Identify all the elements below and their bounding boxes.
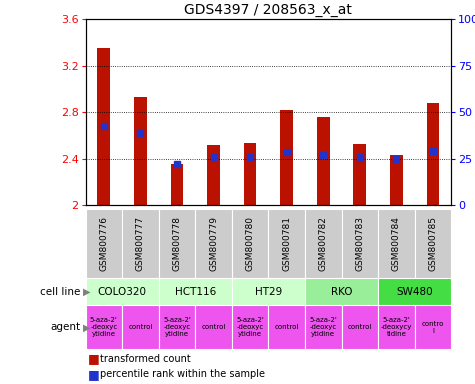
Text: 5-aza-2'
-deoxycy
tidine: 5-aza-2' -deoxycy tidine xyxy=(380,317,412,338)
Bar xyxy=(378,278,451,305)
Bar xyxy=(415,209,451,278)
Point xyxy=(137,130,144,136)
Bar xyxy=(268,209,305,278)
Text: cell line: cell line xyxy=(40,287,81,297)
Bar xyxy=(342,305,378,349)
Bar xyxy=(390,156,403,205)
Text: ■: ■ xyxy=(88,353,100,366)
Point xyxy=(429,148,437,154)
Point xyxy=(319,152,327,159)
Bar xyxy=(232,305,268,349)
Bar xyxy=(195,209,232,278)
Bar xyxy=(134,97,147,205)
Bar xyxy=(195,305,232,349)
Text: percentile rank within the sample: percentile rank within the sample xyxy=(100,369,265,379)
Bar xyxy=(171,164,183,205)
Text: GSM800783: GSM800783 xyxy=(355,216,364,271)
Point xyxy=(393,156,400,162)
Text: 5-aza-2'
-deoxyc
ytidine: 5-aza-2' -deoxyc ytidine xyxy=(90,317,118,338)
Point xyxy=(246,154,254,160)
Text: GSM800776: GSM800776 xyxy=(99,216,108,271)
Bar xyxy=(427,103,439,205)
Bar xyxy=(86,305,122,349)
Text: HT29: HT29 xyxy=(255,287,282,297)
Text: 5-aza-2'
-deoxyc
ytidine: 5-aza-2' -deoxyc ytidine xyxy=(236,317,264,338)
Bar xyxy=(97,48,110,205)
Text: ▶: ▶ xyxy=(83,287,91,297)
Text: SW480: SW480 xyxy=(396,287,433,297)
Text: ■: ■ xyxy=(88,368,100,381)
Text: HCT116: HCT116 xyxy=(175,287,216,297)
Bar xyxy=(415,305,451,349)
Text: GSM800778: GSM800778 xyxy=(172,216,181,271)
Bar xyxy=(305,209,342,278)
Bar xyxy=(122,305,159,349)
Bar xyxy=(305,305,342,349)
Point xyxy=(356,154,364,160)
Bar xyxy=(159,209,195,278)
Bar xyxy=(159,305,195,349)
Text: 5-aza-2'
-deoxyc
ytidine: 5-aza-2' -deoxyc ytidine xyxy=(309,317,337,338)
Bar xyxy=(232,209,268,278)
Text: control: control xyxy=(201,324,226,330)
Bar xyxy=(317,117,330,205)
Bar xyxy=(244,142,256,205)
Text: GSM800781: GSM800781 xyxy=(282,216,291,271)
Bar xyxy=(86,278,159,305)
Text: control: control xyxy=(128,324,152,330)
Bar xyxy=(378,305,415,349)
Text: GSM800777: GSM800777 xyxy=(136,216,145,271)
Point xyxy=(209,154,217,160)
Bar xyxy=(353,144,366,205)
Bar xyxy=(159,278,232,305)
Bar xyxy=(122,209,159,278)
Text: COLO320: COLO320 xyxy=(97,287,147,297)
Text: ▶: ▶ xyxy=(83,322,91,333)
Text: 5-aza-2'
-deoxyc
ytidine: 5-aza-2' -deoxyc ytidine xyxy=(163,317,191,338)
Text: transformed count: transformed count xyxy=(100,354,190,364)
Bar xyxy=(86,209,122,278)
Text: GSM800785: GSM800785 xyxy=(428,216,437,271)
Bar xyxy=(342,209,378,278)
Text: GSM800784: GSM800784 xyxy=(392,217,401,271)
Point xyxy=(283,149,291,155)
Bar xyxy=(207,145,220,205)
Bar xyxy=(280,110,293,205)
Bar xyxy=(268,305,305,349)
Text: GSM800782: GSM800782 xyxy=(319,217,328,271)
Point xyxy=(173,161,180,167)
Title: GDS4397 / 208563_x_at: GDS4397 / 208563_x_at xyxy=(184,3,352,17)
Bar xyxy=(305,278,378,305)
Text: agent: agent xyxy=(51,322,81,333)
Text: RKO: RKO xyxy=(331,287,352,297)
Text: GSM800779: GSM800779 xyxy=(209,216,218,271)
Point xyxy=(100,123,107,129)
Text: control: control xyxy=(275,324,299,330)
Text: control: control xyxy=(348,324,372,330)
Text: GSM800780: GSM800780 xyxy=(246,216,255,271)
Bar xyxy=(232,278,305,305)
Text: contro
l: contro l xyxy=(422,321,444,334)
Bar xyxy=(378,209,415,278)
